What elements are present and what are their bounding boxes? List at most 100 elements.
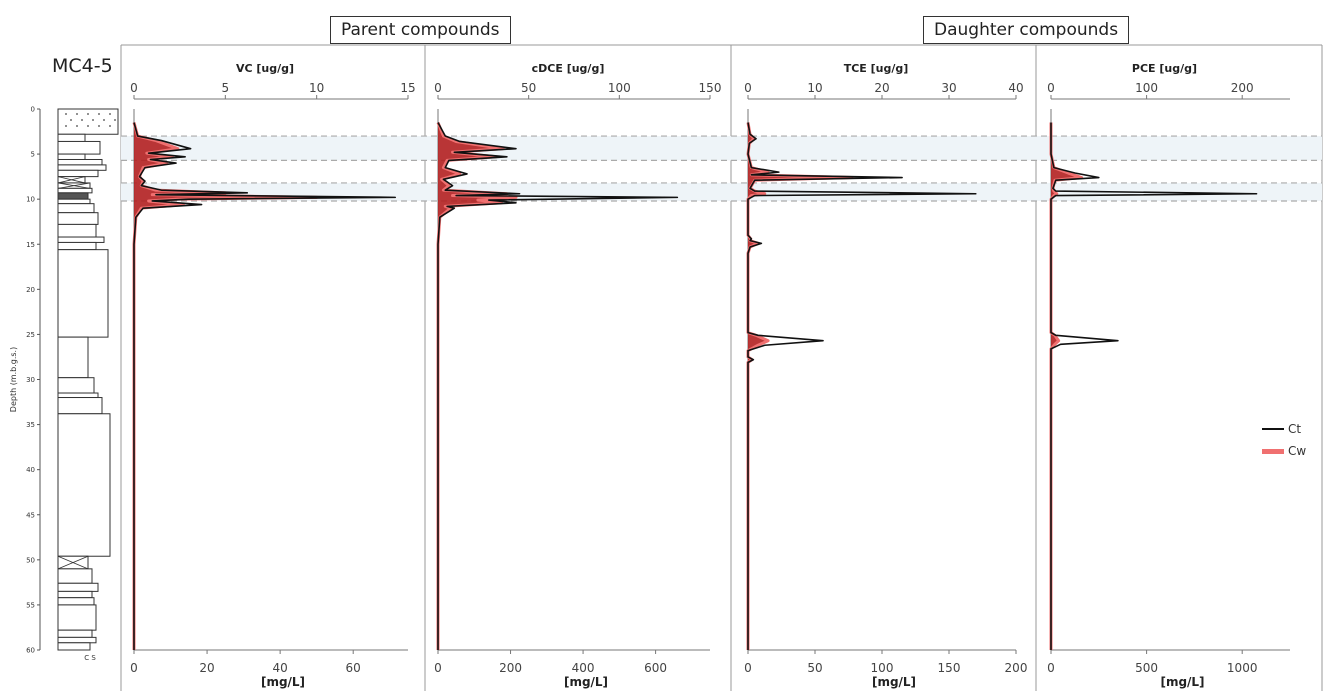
- lithology-dot-0-2-2: [87, 125, 89, 127]
- top-tick-label-0-3: 15: [400, 81, 415, 95]
- bottom-tick-label-1-0: 0: [434, 661, 442, 675]
- lithology-cross-b-23: [57, 555, 89, 570]
- lithology-layer-20: [57, 392, 99, 399]
- depth-tick-label-2: 10: [26, 196, 35, 204]
- bottom-tick-label-3-1: 500: [1135, 661, 1158, 675]
- lithology-layer-17: [57, 249, 109, 338]
- depth-tick-label-12: 60: [26, 647, 35, 655]
- series-cw-fill-2: [748, 122, 852, 650]
- panel-title-2: TCE [ug/g]: [844, 62, 909, 75]
- lithology-layer-19: [57, 377, 95, 394]
- bottom-tick-label-2-0: 0: [744, 661, 752, 675]
- series-ct-line-0: [133, 122, 397, 650]
- depth-tick-label-9: 45: [26, 511, 35, 519]
- lithology-layer-22: [57, 413, 111, 557]
- bottom-tick-label-2-1: 50: [807, 661, 822, 675]
- bottom-axis-label-1: [mg/L]: [564, 675, 608, 689]
- lithology-dot-0-1-0: [70, 119, 72, 121]
- series-cw-fill-3: [1051, 122, 1082, 650]
- bottom-axis-label-2: [mg/L]: [872, 675, 916, 689]
- lithology-layer-9: [57, 187, 93, 194]
- legend-swatch-cw: [1262, 448, 1284, 454]
- top-tick-label-3-2: 200: [1231, 81, 1254, 95]
- lithology-layer-27: [57, 597, 95, 606]
- bottom-tick-label-3-2: 1000: [1227, 661, 1258, 675]
- bottom-tick-label-1-2: 400: [572, 661, 595, 675]
- depth-tick-label-3: 15: [26, 241, 35, 249]
- top-tick-label-2-1: 10: [807, 81, 822, 95]
- lithology-dot-0-0-1: [76, 113, 78, 115]
- top-tick-label-2-3: 30: [941, 81, 956, 95]
- legend-swatch-ct: [1262, 428, 1284, 430]
- lithology-layer-1: [57, 133, 86, 142]
- bottom-tick-label-2-3: 150: [938, 661, 961, 675]
- depth-tick-label-8: 40: [26, 466, 35, 474]
- bottom-tick-label-0-2: 40: [272, 661, 287, 675]
- top-tick-label-2-0: 0: [744, 81, 752, 95]
- lithology-layer-13: [57, 212, 99, 225]
- depth-tick-label-11: 55: [26, 601, 35, 609]
- lithology-layer-18: [57, 336, 89, 379]
- lithology-cross-b-8: [57, 182, 91, 189]
- panel-title-1: cDCE [ug/g]: [532, 62, 605, 75]
- legend-label-cw: Cw: [1288, 444, 1307, 458]
- legend-item-cw: Cw: [1262, 440, 1306, 462]
- series-cw-line-3: [1049, 122, 1084, 650]
- lithology-dot-0-2-4: [109, 125, 111, 127]
- top-tick-label-1-0: 0: [434, 81, 442, 95]
- lithology-dot-0-1-3: [103, 119, 105, 121]
- bottom-tick-label-1-3: 600: [644, 661, 667, 675]
- zone-upper: [121, 136, 1322, 161]
- bottom-tick-label-0-0: 0: [130, 661, 138, 675]
- top-tick-label-3-0: 0: [1047, 81, 1055, 95]
- bottom-tick-label-3-0: 0: [1047, 661, 1055, 675]
- top-tick-label-0-2: 10: [309, 81, 324, 95]
- lithology-dot-0-0-3: [98, 113, 100, 115]
- lithology-dot-0-1-2: [92, 119, 94, 121]
- top-tick-label-1-3: 150: [699, 81, 722, 95]
- parent-compounds-label: Parent compounds: [341, 20, 500, 40]
- lithology-layer-16: [57, 241, 97, 251]
- daughter-compounds-label: Daughter compounds: [934, 20, 1119, 40]
- daughter-compounds-header: Daughter compounds: [923, 16, 1130, 44]
- panel-title-3: PCE [ug/g]: [1132, 62, 1197, 75]
- lithology-layer-6: [57, 169, 99, 178]
- lithology-layer-3: [57, 153, 86, 160]
- lithology-dot-0-1-1: [81, 119, 83, 121]
- lithology-dot-0-1-4: [114, 119, 116, 121]
- lithology-layer-12: [57, 203, 95, 214]
- well-id: MC4-5: [52, 55, 113, 77]
- parent-compounds-header: Parent compounds: [330, 16, 511, 44]
- bottom-tick-label-2-4: 200: [1005, 661, 1028, 675]
- depth-tick-label-10: 50: [26, 556, 35, 564]
- lithology-layer-2: [57, 140, 101, 155]
- lithology-layer-26: [57, 590, 93, 599]
- depth-tick-label-0: 0: [31, 106, 35, 114]
- depth-tick-label-7: 35: [26, 421, 35, 429]
- top-tick-label-2-4: 40: [1008, 81, 1023, 95]
- bottom-tick-label-0-1: 20: [199, 661, 214, 675]
- legend: Ct Cw: [1262, 418, 1306, 462]
- series-ct-line-1: [437, 122, 679, 650]
- lithology-layer-4: [57, 158, 103, 166]
- depth-tick-label-5: 25: [26, 331, 35, 339]
- bottom-axis-label-3: [mg/L]: [1160, 675, 1204, 689]
- top-tick-label-0-1: 5: [222, 81, 230, 95]
- lithology-layer-25: [57, 582, 99, 592]
- lithology-dot-0-0-2: [87, 113, 89, 115]
- top-tick-label-1-1: 50: [521, 81, 536, 95]
- top-tick-label-3-1: 100: [1135, 81, 1158, 95]
- lithology-layer-15: [57, 236, 105, 243]
- lithology-dot-0-0-4: [109, 113, 111, 115]
- lithology-layer-28: [57, 604, 97, 631]
- lithology-layer-5: [57, 164, 107, 171]
- lithology-layer-21: [57, 397, 103, 415]
- lithology-layer-14: [57, 223, 97, 238]
- top-tick-label-1-2: 100: [608, 81, 631, 95]
- lithology-layer-29: [57, 629, 93, 638]
- lithology-layer-24: [57, 568, 93, 584]
- legend-item-ct: Ct: [1262, 418, 1306, 440]
- lithology-layer-0: [57, 108, 119, 135]
- lithology-layer-30: [57, 636, 97, 644]
